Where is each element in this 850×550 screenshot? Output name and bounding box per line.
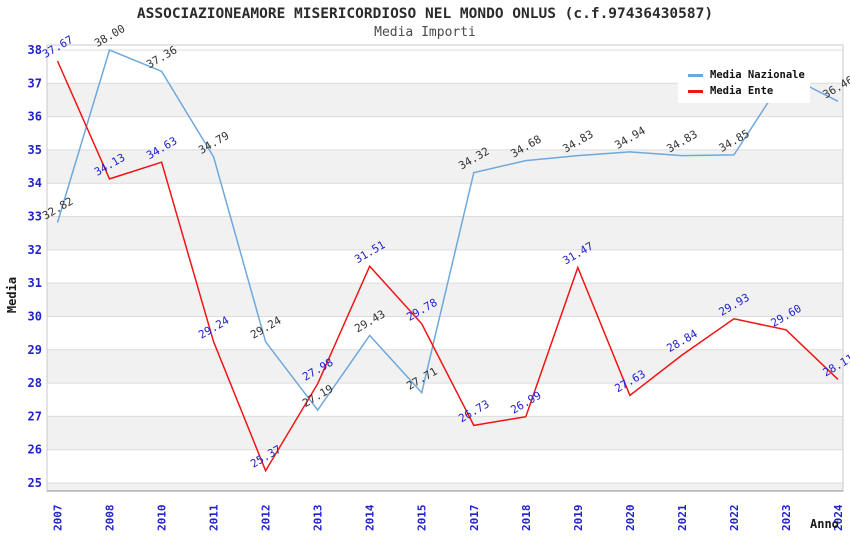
legend-swatch-icon: [688, 73, 703, 77]
y-tick-label: 34: [28, 176, 42, 190]
chart-legend: Media Nazionale Media Ente: [678, 63, 810, 103]
data-point-label: 29.24: [196, 314, 232, 342]
y-tick-label: 31: [28, 276, 42, 290]
x-tick-label: 2013: [312, 505, 325, 532]
series-line-nazionale: [56, 48, 839, 412]
legend-item: Media Ente: [678, 85, 810, 97]
legend-swatch-icon: [688, 89, 703, 93]
y-tick-label: 25: [28, 476, 42, 490]
chart-subtitle: Media Importi: [374, 25, 476, 40]
x-tick-label: 2020: [624, 505, 637, 532]
x-tick-label: 2010: [156, 505, 169, 532]
chart-title: ASSOCIAZIONEAMORE MISERICORDIOSO NEL MON…: [136, 6, 714, 22]
y-tick-label: 28: [28, 376, 42, 390]
y-tick-label: 38: [28, 43, 42, 57]
legend-label: Media Ente: [710, 85, 774, 97]
x-tick-label: 2008: [104, 505, 117, 532]
chart-header: ASSOCIAZIONEAMORE MISERICORDIOSO NEL MON…: [0, 6, 850, 40]
plot-band: [47, 283, 843, 317]
y-axis-title: Media: [5, 277, 19, 313]
x-tick-label: 2021: [676, 504, 689, 531]
plot-band: [47, 483, 843, 491]
x-axis-title: Anno: [810, 517, 839, 531]
data-point-label: 26.99: [508, 389, 543, 417]
y-tick-label: 35: [28, 143, 42, 157]
x-tick-label: 2017: [468, 505, 481, 532]
plot-band: [47, 349, 843, 384]
y-tick-label: 37: [28, 76, 42, 90]
x-tick-label: 2022: [728, 505, 741, 532]
y-tick-label: 30: [28, 309, 42, 323]
x-tick-label: 2018: [520, 505, 533, 532]
x-tick-label: 2023: [780, 505, 793, 532]
x-tick-label: 2019: [572, 505, 585, 532]
y-tick-label: 33: [28, 210, 42, 224]
x-tick-label: 2015: [416, 505, 429, 532]
y-tick-label: 32: [28, 243, 42, 257]
y-tick-label: 29: [28, 343, 42, 357]
data-point-label: 34.94: [613, 124, 649, 152]
y-tick-label: 27: [28, 409, 42, 423]
y-tick-label: 36: [28, 110, 42, 124]
plot-band: [47, 416, 843, 450]
x-tick-label: 2011: [208, 504, 221, 531]
x-tick-label: 2012: [260, 505, 273, 532]
data-point-label: 27.19: [300, 382, 335, 410]
x-tick-label: 2024: [832, 504, 845, 531]
legend-item: Media Nazionale: [678, 69, 810, 81]
data-point-label: 37.36: [144, 43, 179, 71]
data-point-label: 29.24: [248, 314, 284, 342]
x-tick-label: 2014: [364, 504, 377, 531]
y-tick-label: 26: [28, 443, 42, 457]
plot-band: [47, 216, 843, 250]
x-tick-label: 2007: [52, 505, 65, 532]
series-line-ente: [56, 60, 839, 473]
legend-label: Media Nazionale: [710, 69, 805, 81]
